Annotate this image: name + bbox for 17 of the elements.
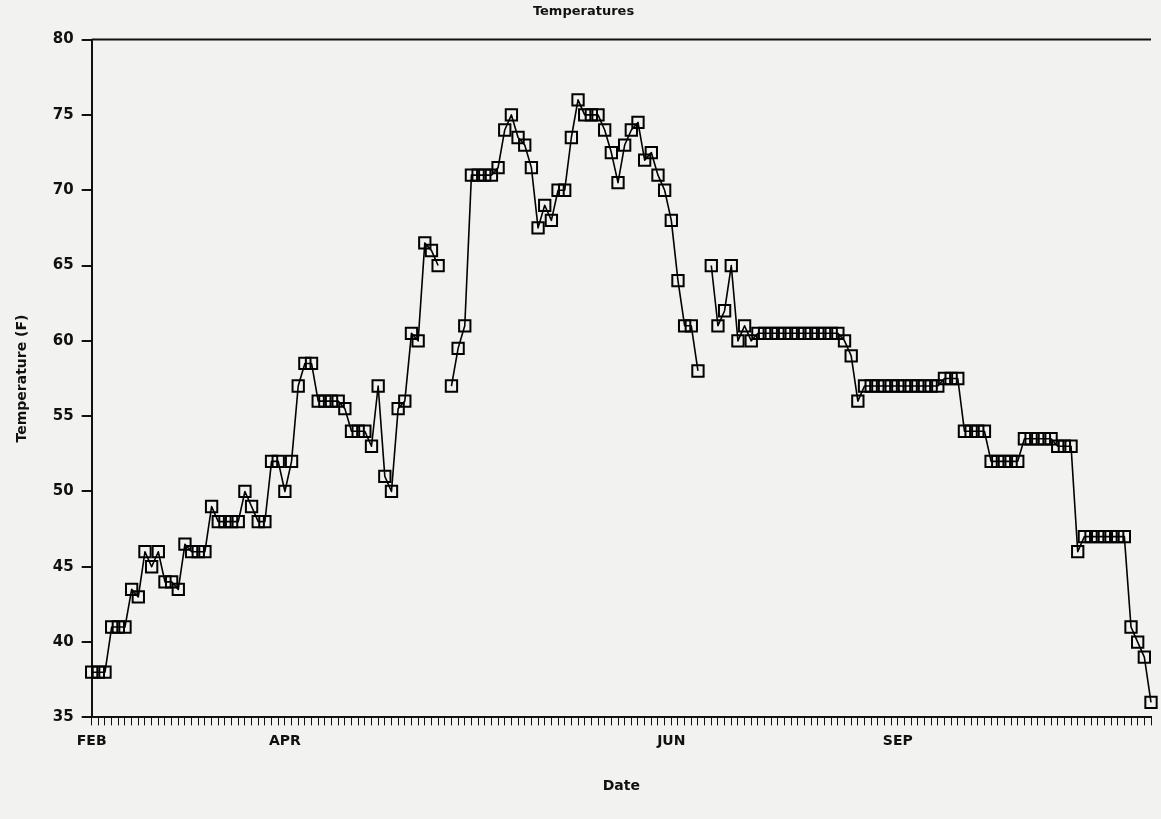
y-axis-title: Temperature (F) — [13, 314, 30, 443]
x-tick-label: SEP — [882, 732, 913, 749]
x-tick-label: FEB — [76, 732, 107, 749]
y-tick-label: 35 — [52, 707, 74, 726]
y-tick-label: 60 — [52, 330, 74, 349]
y-tick-label: 50 — [52, 481, 74, 500]
y-tick-label: 45 — [52, 556, 74, 575]
y-tick-label: 65 — [52, 255, 74, 274]
x-tick-label: APR — [268, 732, 302, 749]
y-tick-label: 55 — [52, 406, 74, 425]
y-tick-label: 70 — [52, 180, 74, 199]
x-axis-title: Date — [602, 777, 640, 794]
x-tick-label: JUN — [656, 732, 686, 749]
y-tick-label: 40 — [52, 631, 74, 650]
chart-title: Temperatures — [532, 3, 635, 19]
y-tick-label: 75 — [52, 104, 74, 123]
y-tick-label: 80 — [52, 29, 74, 48]
